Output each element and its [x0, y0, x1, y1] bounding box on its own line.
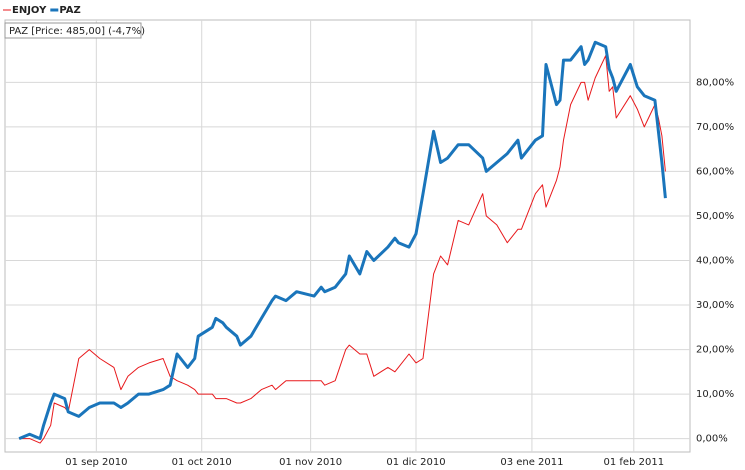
x-tick-label: 01 nov 2010 [279, 457, 342, 468]
annotation-box [4, 22, 142, 39]
y-tick-label: 10,00% [696, 389, 734, 400]
plot-frame [4, 19, 691, 453]
annotation: PAZ [Price: 485,00] (-4,7%) [9, 26, 145, 37]
y-tick-label: 70,00% [696, 122, 734, 133]
y-tick-label: 30,00% [696, 300, 734, 311]
series-line [19, 55, 666, 444]
x-tick-label: 01 feb 2011 [604, 457, 665, 468]
series-line [18, 40, 667, 441]
y-tick-label: 40,00% [696, 255, 734, 266]
y-tick-label: 80,00% [696, 77, 734, 88]
y-tick-label: 50,00% [696, 211, 734, 222]
y-tick-label: 60,00% [696, 166, 734, 177]
y-tick-label: 0,00% [696, 434, 728, 445]
legend-label: ENJOY [12, 5, 47, 16]
x-tick-label: 01 dic 2010 [386, 457, 445, 468]
x-tick-label: 03 ene 2011 [500, 457, 563, 468]
legend-label: PAZ [59, 5, 80, 16]
y-tick-label: 20,00% [696, 345, 734, 356]
x-tick-label: 01 sep 2010 [65, 457, 127, 468]
x-tick-label: 01 oct 2010 [172, 457, 232, 468]
